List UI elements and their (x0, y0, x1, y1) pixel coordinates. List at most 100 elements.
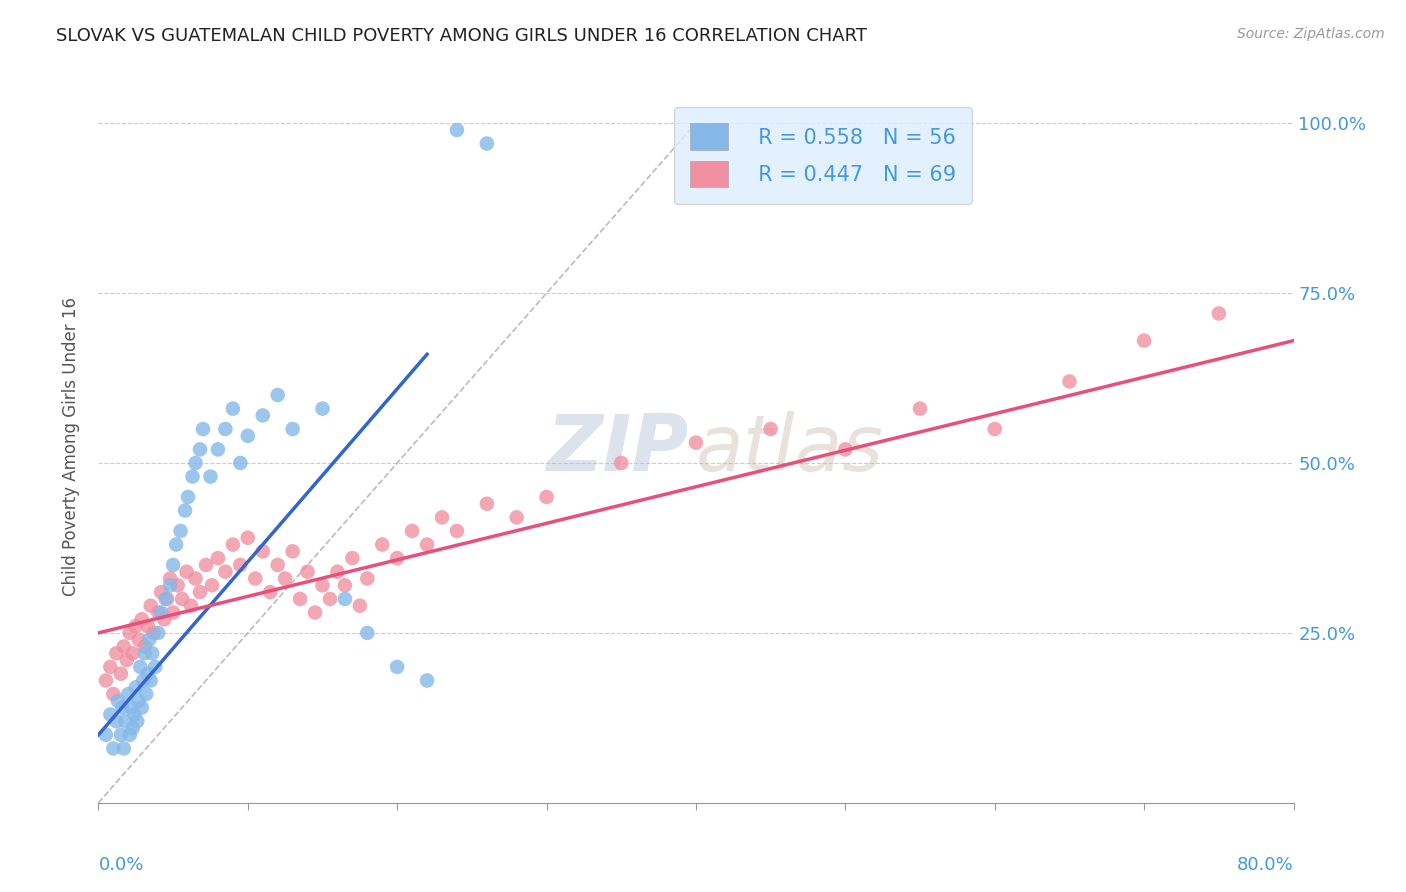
Point (281, 422, 304, 436)
Point (201, 578, 224, 592)
Text: SLOVAK VS GUATEMALAN CHILD POVERTY AMONG GIRLS UNDER 16 CORRELATION CHART: SLOVAK VS GUATEMALAN CHILD POVERTY AMONG… (56, 27, 868, 45)
Text: 0.0%: 0.0% (98, 856, 143, 874)
Point (207, 442, 229, 457)
Point (125, 619, 148, 633)
Point (98, 707, 122, 722)
Point (105, 646, 128, 660)
Y-axis label: Child Poverty Among Girls Under 16: Child Poverty Among Girls Under 16 (62, 296, 80, 596)
Point (267, 388, 290, 402)
Point (342, 551, 364, 566)
Point (222, 401, 245, 416)
Point (834, 442, 856, 457)
Text: ZIP: ZIP (547, 411, 689, 487)
Point (112, 640, 135, 654)
Point (274, 572, 297, 586)
Point (174, 503, 197, 517)
Point (142, 626, 165, 640)
Point (506, 510, 529, 524)
Point (112, 741, 135, 756)
Point (121, 721, 143, 735)
Point (385, 660, 409, 674)
Point (416, 673, 439, 688)
Point (446, 524, 468, 538)
Point (162, 558, 184, 572)
Legend:   R = 0.558   N = 56,   R = 0.447   N = 69: R = 0.558 N = 56, R = 0.447 N = 69 (673, 107, 973, 204)
Point (125, 680, 148, 694)
Point (245, 572, 267, 586)
Point (1059, 375, 1081, 389)
Point (685, 435, 707, 450)
Point (319, 591, 342, 606)
Point (184, 572, 207, 586)
Point (156, 591, 179, 606)
Point (214, 422, 236, 436)
Point (128, 632, 150, 647)
Point (107, 694, 129, 708)
Point (252, 409, 274, 423)
Point (222, 537, 245, 551)
Point (356, 572, 378, 586)
Point (536, 490, 558, 504)
Point (115, 653, 138, 667)
Point (120, 700, 142, 714)
Point (169, 524, 191, 538)
Point (103, 741, 125, 756)
Point (118, 728, 141, 742)
Point (134, 646, 156, 660)
Point (159, 572, 181, 586)
Point (207, 551, 229, 566)
Point (139, 599, 162, 613)
Point (229, 558, 252, 572)
Point (180, 599, 202, 613)
Point (148, 606, 170, 620)
Point (94, 673, 117, 688)
Point (371, 537, 394, 551)
Point (1133, 334, 1156, 348)
Point (401, 524, 423, 538)
Point (475, 136, 498, 151)
Point (166, 578, 188, 592)
Point (430, 510, 453, 524)
Point (297, 565, 319, 579)
Point (129, 660, 152, 674)
Point (446, 123, 468, 137)
Point (304, 606, 326, 620)
Point (127, 714, 149, 729)
Point (176, 565, 198, 579)
Point (110, 666, 132, 681)
Point (162, 606, 184, 620)
Point (288, 591, 311, 606)
Point (311, 401, 333, 416)
Point (172, 591, 194, 606)
Point (103, 687, 125, 701)
Point (131, 612, 153, 626)
Point (191, 422, 214, 436)
Point (128, 694, 150, 708)
Point (136, 666, 159, 681)
Point (214, 565, 236, 579)
Point (181, 469, 204, 483)
Point (139, 673, 162, 688)
Point (150, 606, 173, 620)
Point (118, 626, 141, 640)
Point (105, 714, 128, 729)
Point (138, 632, 160, 647)
Point (267, 558, 290, 572)
Point (177, 490, 200, 504)
Point (385, 551, 409, 566)
Point (155, 591, 177, 606)
Point (1208, 306, 1230, 320)
Point (188, 585, 211, 599)
Point (356, 626, 378, 640)
Point (236, 531, 259, 545)
Point (98, 660, 122, 674)
Point (110, 728, 132, 742)
Text: atlas: atlas (696, 411, 884, 487)
Point (136, 619, 159, 633)
Text: Source: ZipAtlas.com: Source: ZipAtlas.com (1237, 27, 1385, 41)
Point (908, 401, 931, 416)
Point (135, 687, 157, 701)
Point (236, 429, 259, 443)
Point (333, 591, 356, 606)
Point (114, 714, 136, 729)
